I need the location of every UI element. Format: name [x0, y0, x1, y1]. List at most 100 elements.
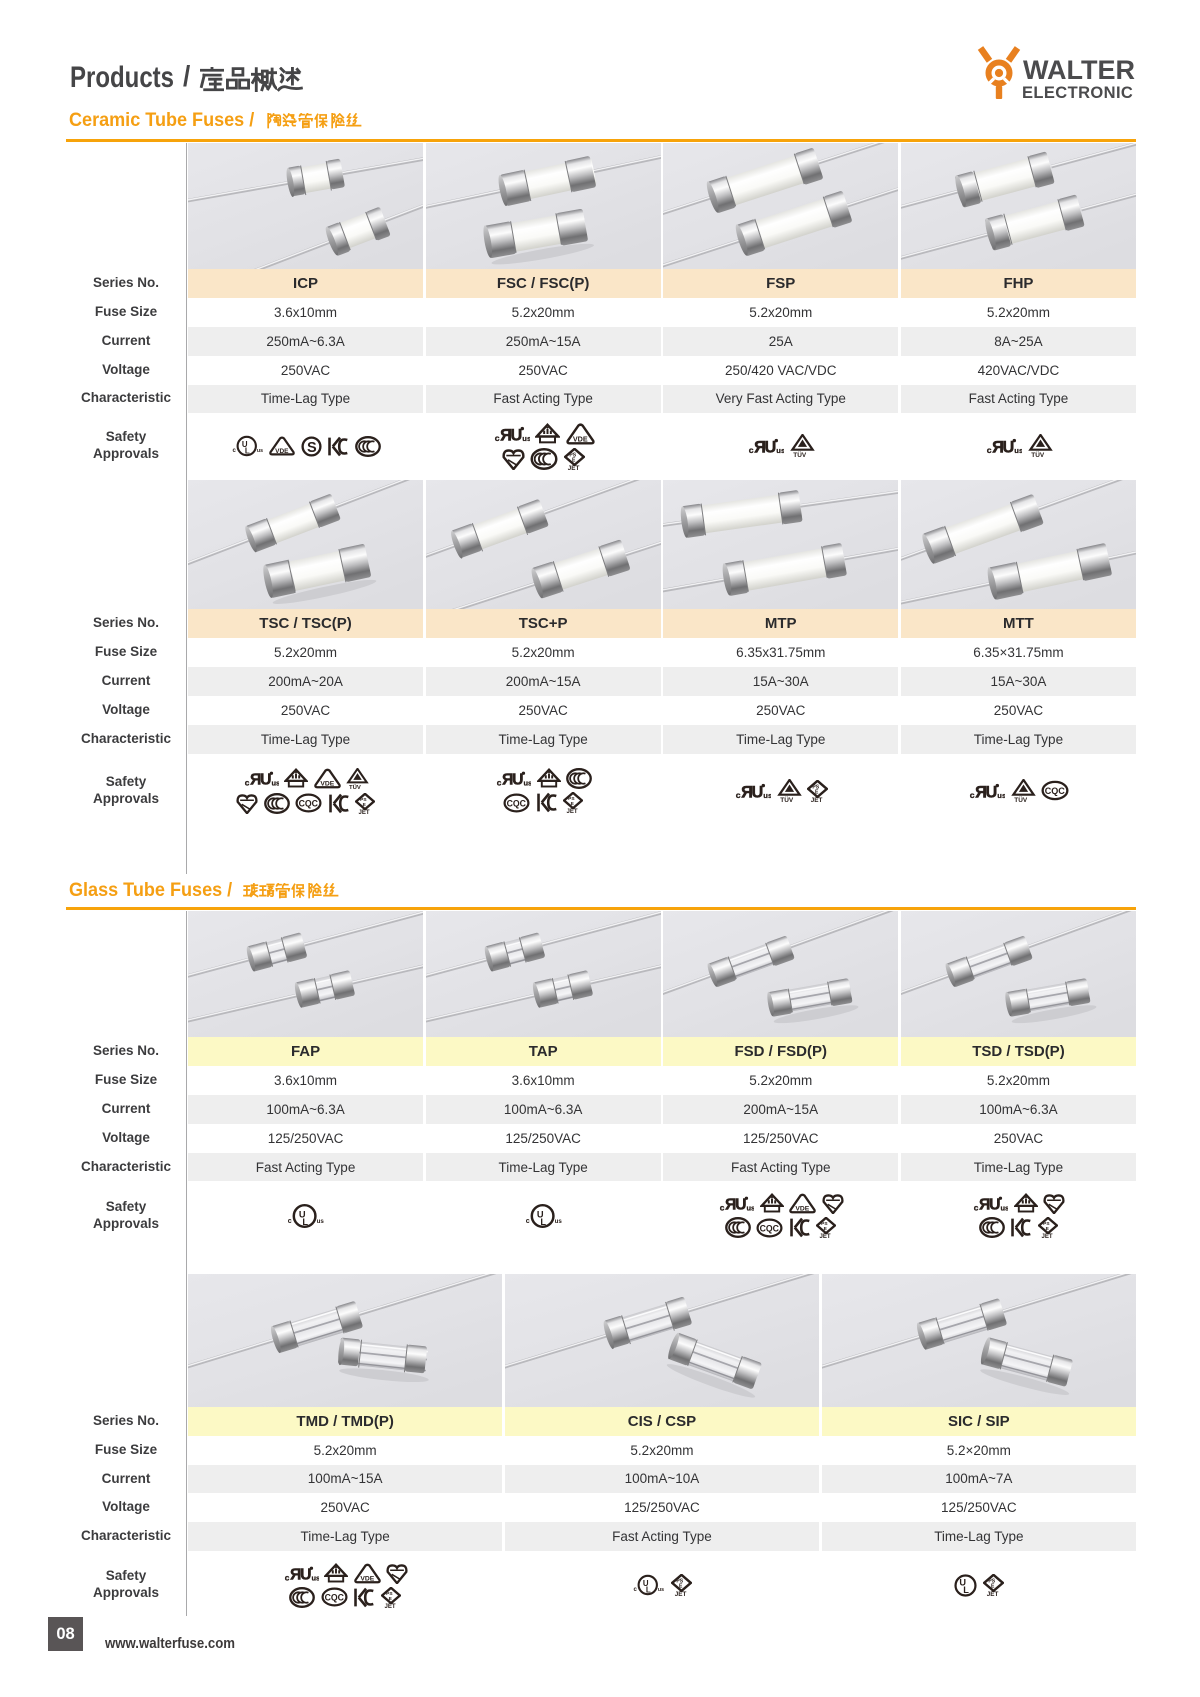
- svg-text:PS: PS: [360, 797, 367, 803]
- svg-text:U: U: [260, 772, 271, 789]
- svg-text:us: us: [256, 448, 262, 454]
- svg-text:CQC: CQC: [1045, 786, 1066, 796]
- svg-text:L: L: [302, 1217, 308, 1227]
- svg-text:us: us: [998, 791, 1006, 800]
- svg-text:R: R: [249, 772, 261, 789]
- svg-text:R: R: [992, 438, 1004, 456]
- svg-text:U: U: [986, 783, 998, 801]
- svg-text:E: E: [1046, 1226, 1050, 1232]
- svg-text:JET: JET: [674, 1591, 686, 1596]
- svg-text:JET: JET: [359, 810, 370, 814]
- svg-text:E: E: [679, 1584, 683, 1590]
- svg-text:R: R: [725, 1197, 737, 1214]
- svg-text:E: E: [824, 1226, 828, 1232]
- svg-text:PS: PS: [569, 452, 576, 458]
- svg-text:PS: PS: [1043, 1221, 1050, 1227]
- svg-text:PS: PS: [822, 1221, 829, 1227]
- svg-text:us: us: [658, 1587, 664, 1593]
- svg-text:CQC: CQC: [507, 798, 527, 808]
- svg-text:us: us: [777, 446, 785, 455]
- svg-text:c: c: [232, 448, 236, 454]
- svg-text:U: U: [990, 1197, 1001, 1214]
- svg-text:U: U: [241, 440, 247, 449]
- svg-text:us: us: [317, 1218, 325, 1225]
- svg-text:PS: PS: [676, 1579, 683, 1585]
- svg-text:us: us: [522, 434, 530, 443]
- svg-text:VDE: VDE: [320, 781, 334, 788]
- svg-text:WALTER: WALTER: [1023, 55, 1135, 85]
- svg-text:ELECTRONIC: ELECTRONIC: [1022, 84, 1133, 100]
- svg-text:c: c: [497, 778, 502, 788]
- svg-text:R: R: [502, 772, 514, 789]
- svg-text:c: c: [720, 1203, 725, 1213]
- svg-text:U: U: [736, 1197, 747, 1214]
- svg-text:us: us: [554, 1218, 562, 1225]
- svg-text:U: U: [643, 1579, 649, 1588]
- svg-text:VDE: VDE: [573, 434, 588, 443]
- svg-text:JET: JET: [567, 809, 578, 813]
- svg-text:U: U: [536, 1209, 543, 1219]
- svg-text:PS: PS: [386, 1591, 393, 1597]
- svg-text:c: c: [245, 778, 250, 788]
- svg-text:L: L: [244, 447, 249, 456]
- svg-text:U: U: [512, 772, 523, 789]
- svg-text:R: R: [500, 426, 512, 444]
- svg-text:us: us: [271, 779, 279, 788]
- svg-text:JET: JET: [811, 797, 823, 802]
- svg-text:CQC: CQC: [760, 1223, 780, 1233]
- svg-text:VDE: VDE: [796, 1206, 810, 1213]
- svg-text:us: us: [311, 1573, 319, 1582]
- svg-text:R: R: [741, 783, 753, 801]
- svg-text:U: U: [765, 438, 777, 456]
- svg-text:U: U: [1003, 438, 1015, 456]
- svg-text:c: c: [285, 1572, 290, 1582]
- svg-text:PS: PS: [988, 1579, 995, 1585]
- svg-text:CQC: CQC: [324, 1593, 344, 1603]
- svg-text:c: c: [736, 790, 741, 800]
- svg-text:U: U: [510, 426, 522, 444]
- svg-text:E: E: [571, 801, 575, 807]
- svg-text:VDE: VDE: [360, 1575, 374, 1582]
- svg-text:E: E: [572, 457, 576, 463]
- svg-text:PS: PS: [568, 796, 575, 802]
- svg-text:us: us: [1001, 1204, 1009, 1213]
- svg-text:L: L: [540, 1217, 546, 1227]
- svg-text:us: us: [524, 779, 532, 788]
- svg-text:c: c: [974, 1203, 979, 1213]
- svg-text:JET: JET: [384, 1604, 395, 1608]
- svg-text:S: S: [307, 439, 317, 455]
- svg-text:E: E: [815, 789, 819, 795]
- svg-text:us: us: [1014, 446, 1022, 455]
- svg-text:TÜV: TÜV: [793, 450, 807, 458]
- svg-text:U: U: [299, 1209, 306, 1219]
- svg-text:U: U: [300, 1566, 311, 1583]
- svg-text:R: R: [975, 783, 987, 801]
- svg-text:TÜV: TÜV: [1031, 450, 1045, 458]
- svg-text:R: R: [754, 438, 766, 456]
- svg-text:E: E: [388, 1596, 392, 1602]
- svg-text:TÜV: TÜV: [1014, 795, 1028, 803]
- svg-text:c: c: [749, 445, 754, 455]
- svg-text:JET: JET: [1041, 1234, 1052, 1238]
- svg-text:CQC: CQC: [299, 799, 319, 809]
- svg-text:VDE: VDE: [275, 448, 289, 455]
- svg-text:L: L: [646, 1586, 651, 1595]
- svg-text:JET: JET: [820, 1234, 831, 1238]
- svg-text:c: c: [970, 790, 975, 800]
- svg-text:TÜV: TÜV: [780, 795, 794, 803]
- svg-text:E: E: [363, 801, 367, 807]
- svg-text:R: R: [979, 1197, 991, 1214]
- svg-text:us: us: [764, 791, 772, 800]
- svg-text:U: U: [752, 783, 764, 801]
- svg-text:L: L: [963, 1585, 969, 1595]
- svg-text:c: c: [525, 1217, 529, 1225]
- svg-text:E: E: [991, 1584, 995, 1590]
- svg-text:c: c: [634, 1587, 638, 1593]
- svg-text:TÜV: TÜV: [349, 784, 361, 790]
- svg-text:JET: JET: [567, 465, 579, 470]
- svg-text:R: R: [289, 1566, 301, 1583]
- svg-text:U: U: [959, 1577, 966, 1587]
- svg-text:JET: JET: [986, 1591, 998, 1596]
- svg-text:c: c: [987, 445, 992, 455]
- svg-text:us: us: [747, 1204, 755, 1213]
